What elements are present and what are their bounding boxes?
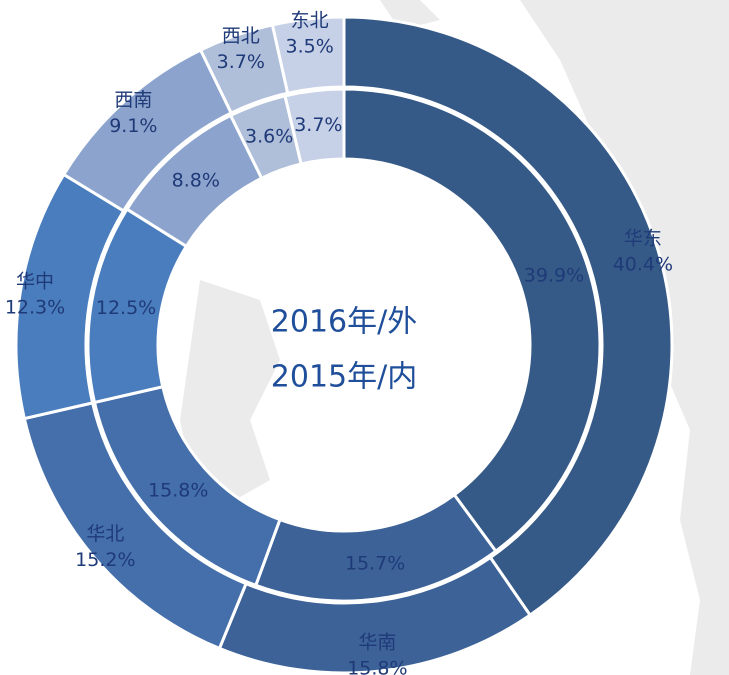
slice [342, 87, 602, 554]
value-label: 3.7% [294, 114, 342, 136]
map-background [520, 0, 729, 675]
category-label: 华东 [624, 228, 662, 250]
category-label: 华中 [16, 271, 54, 293]
category-label: 华南 [358, 632, 396, 654]
value-label: 40.4% [613, 254, 673, 276]
slice [283, 87, 346, 166]
value-label: 3.7% [217, 51, 265, 73]
center-label: 2016年/外 [271, 305, 417, 340]
value-label: 3.5% [286, 35, 334, 57]
slice [270, 15, 346, 96]
map-background [180, 280, 280, 520]
value-label: 15.2% [75, 549, 135, 571]
center-label: 2015年/内 [271, 360, 417, 395]
value-label: 8.8% [172, 170, 220, 192]
value-label: 9.1% [109, 115, 157, 137]
value-label: 15.7% [345, 552, 405, 574]
value-label: 3.6% [245, 126, 293, 148]
category-label: 华北 [86, 523, 124, 545]
category-label: 西南 [114, 89, 152, 111]
value-label: 15.8% [347, 658, 407, 675]
value-label: 39.9% [524, 265, 584, 287]
slice [342, 15, 674, 618]
category-label: 东北 [291, 9, 329, 31]
value-label: 12.3% [5, 297, 65, 319]
category-label: 西北 [222, 25, 260, 47]
value-label: 12.5% [96, 297, 156, 319]
value-label: 15.8% [148, 480, 208, 502]
